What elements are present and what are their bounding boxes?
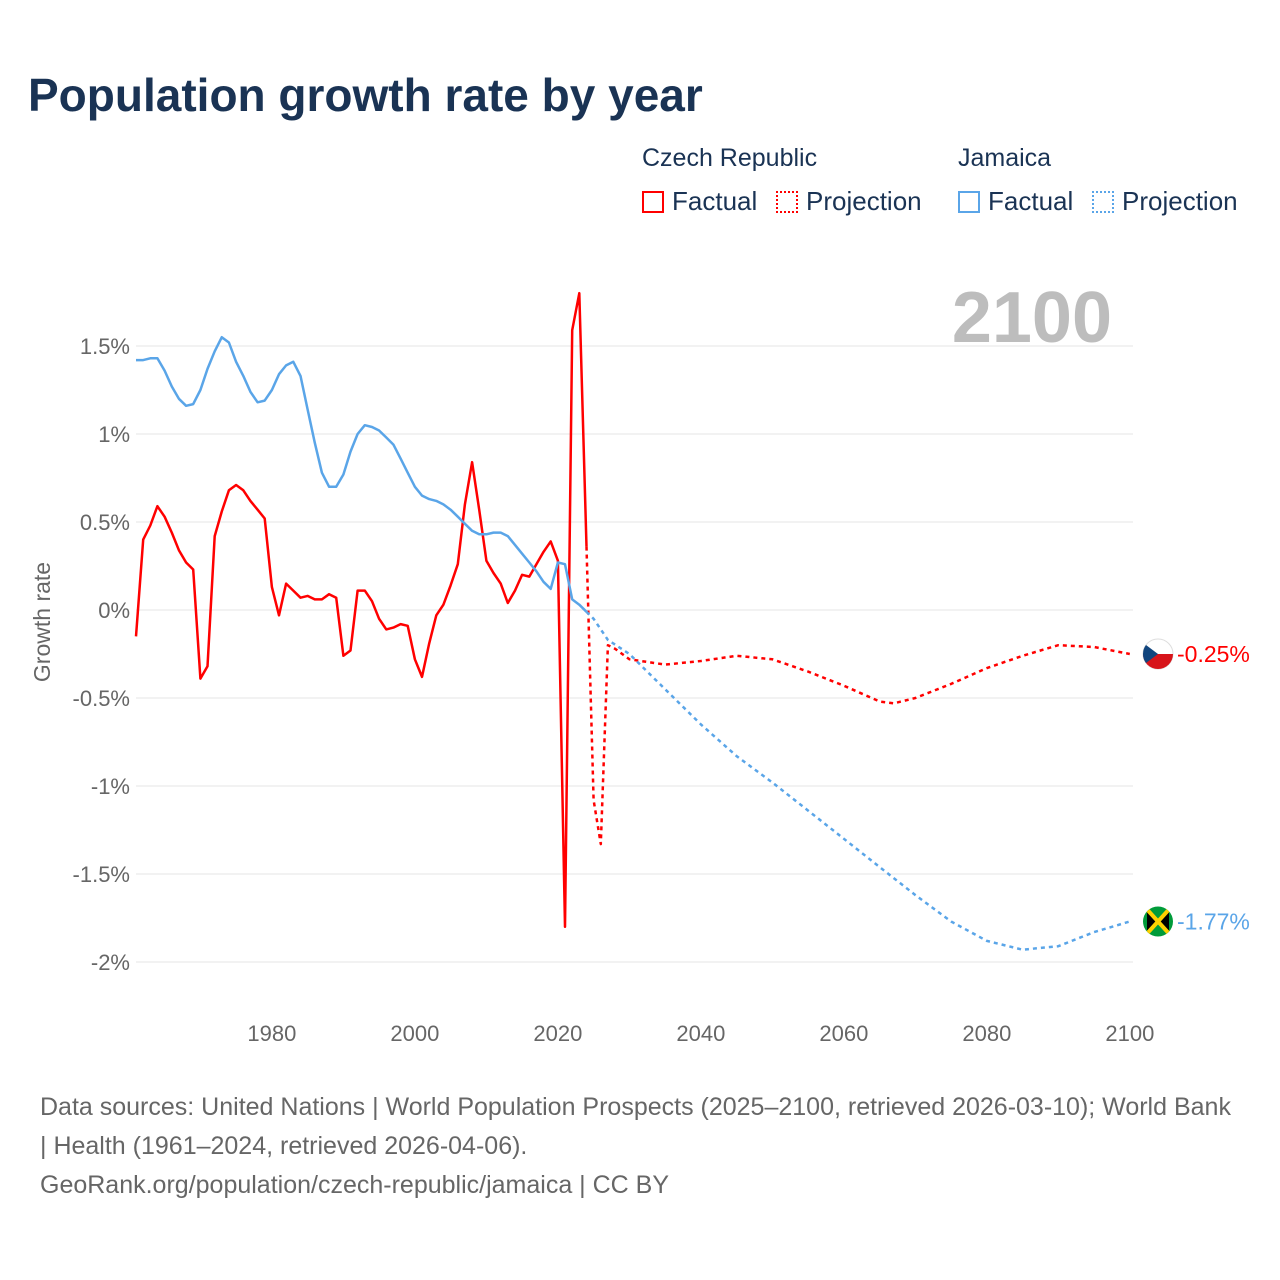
x-tick-label: 2060 <box>819 1021 868 1046</box>
legend-group-czech: Czech Republic <box>642 144 818 172</box>
legend-swatch <box>642 190 664 213</box>
year-label: 2100 <box>952 278 1112 358</box>
series-line-jamaica-projection <box>585 610 1131 951</box>
legend-czech-factual[interactable]: Factual <box>642 186 757 217</box>
y-tick-label: -0.5% <box>73 686 130 711</box>
source-line: Data sources: United Nations | World Pop… <box>40 1093 1231 1160</box>
legend-jamaica-projection[interactable]: Projection <box>1092 186 1238 217</box>
end-value-label: -0.25% <box>1177 641 1250 667</box>
y-tick-label: -1% <box>91 774 130 799</box>
y-tick-label: 1.5% <box>80 334 130 359</box>
legend-label: Factual <box>988 186 1074 216</box>
y-tick-label: 1% <box>98 422 130 447</box>
source-link[interactable]: GeoRank.org/population/czech-republic/ja… <box>40 1171 670 1199</box>
legend-label: Factual <box>672 186 758 216</box>
legend-label: Projection <box>806 186 922 216</box>
y-tick-label: -1.5% <box>73 862 130 887</box>
x-tick-label: 2080 <box>962 1021 1011 1046</box>
legend-swatch <box>958 190 980 213</box>
source-note: Data sources: United Nations | World Pop… <box>40 1088 1240 1205</box>
x-tick-label: 2000 <box>390 1021 439 1046</box>
y-tick-label: -2% <box>91 950 130 975</box>
x-tick-label: 2020 <box>533 1021 582 1046</box>
jamaica-flag-icon <box>1146 909 1170 934</box>
x-tick-label: 1980 <box>247 1021 296 1046</box>
legend-czech-projection[interactable]: Projection <box>776 186 922 217</box>
legend-group-jamaica: Jamaica <box>958 144 1052 172</box>
chart-title: Population growth rate by year <box>28 69 703 121</box>
legend-label: Projection <box>1122 186 1238 216</box>
x-tick-label: 2040 <box>676 1021 725 1046</box>
x-tick-label: 2100 <box>1105 1021 1154 1046</box>
y-tick-label: 0.5% <box>80 510 130 535</box>
legend-swatch <box>776 190 798 213</box>
series-line-czech-republic-projection <box>585 546 1131 846</box>
series-line-jamaica-factual <box>136 335 588 613</box>
legend-jamaica-factual[interactable]: Factual <box>958 186 1073 217</box>
end-value-label: -1.77% <box>1177 909 1250 935</box>
czech-flag-icon <box>1143 645 1158 663</box>
legend-swatch <box>1092 190 1114 213</box>
y-axis-label: Growth rate <box>29 562 55 682</box>
y-tick-label: 0% <box>98 598 130 623</box>
series-line-czech-republic-factual <box>134 291 588 929</box>
